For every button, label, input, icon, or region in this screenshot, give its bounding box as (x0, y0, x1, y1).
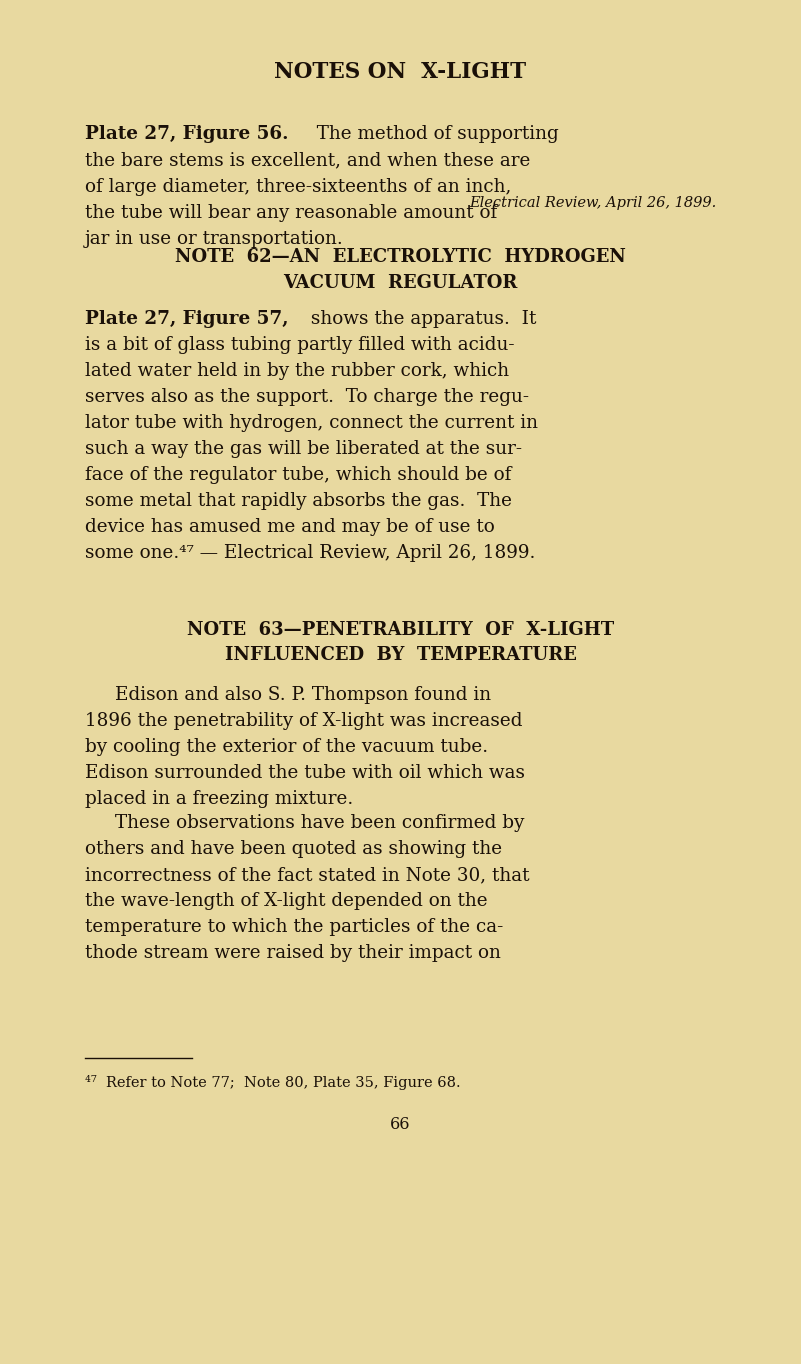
Text: These observations have been confirmed by: These observations have been confirmed b… (115, 814, 525, 832)
Text: serves also as the support.  To charge the regu-: serves also as the support. To charge th… (85, 387, 529, 405)
Text: temperature to which the particles of the ca-: temperature to which the particles of th… (85, 918, 503, 937)
Text: the bare stems is excellent, and when these are: the bare stems is excellent, and when th… (85, 151, 530, 169)
Text: NOTES ON  X-LIGHT: NOTES ON X-LIGHT (275, 61, 526, 83)
Text: jar in use or transportation.: jar in use or transportation. (85, 229, 344, 248)
Text: by cooling the exterior of the vacuum tube.: by cooling the exterior of the vacuum tu… (85, 738, 488, 756)
Text: the wave-length of X-light depended on the: the wave-length of X-light depended on t… (85, 892, 488, 910)
Text: device has amused me and may be of use to: device has amused me and may be of use t… (85, 518, 495, 536)
Text: Edison and also S. P. Thompson found in: Edison and also S. P. Thompson found in (115, 686, 492, 704)
Text: Plate 27, Figure 57,: Plate 27, Figure 57, (85, 310, 288, 327)
Text: face of the regulator tube, which should be of: face of the regulator tube, which should… (85, 466, 511, 484)
Text: shows the apparatus.  It: shows the apparatus. It (305, 310, 537, 327)
Text: Electrical Review, April 26, 1899.: Electrical Review, April 26, 1899. (469, 196, 716, 210)
Text: 66: 66 (390, 1116, 411, 1132)
Text: NOTE  62—AN  ELECTROLYTIC  HYDROGEN: NOTE 62—AN ELECTROLYTIC HYDROGEN (175, 248, 626, 266)
Text: VACUUM  REGULATOR: VACUUM REGULATOR (284, 274, 517, 292)
Text: lator tube with hydrogen, connect the current in: lator tube with hydrogen, connect the cu… (85, 413, 538, 432)
Text: such a way the gas will be liberated at the sur-: such a way the gas will be liberated at … (85, 439, 522, 458)
Text: some one.⁴⁷ — Electrical Review, April 26, 1899.: some one.⁴⁷ — Electrical Review, April 2… (85, 544, 535, 562)
Text: incorrectness of the fact stated in Note 30, that: incorrectness of the fact stated in Note… (85, 866, 529, 884)
Text: The method of supporting: The method of supporting (305, 125, 558, 143)
Text: Plate 27, Figure 56.: Plate 27, Figure 56. (85, 125, 288, 143)
Text: Edison surrounded the tube with oil which was: Edison surrounded the tube with oil whic… (85, 764, 525, 782)
Text: the tube will bear any reasonable amount of: the tube will bear any reasonable amount… (85, 203, 497, 221)
Text: is a bit of glass tubing partly filled with acidu-: is a bit of glass tubing partly filled w… (85, 336, 514, 353)
Text: placed in a freezing mixture.: placed in a freezing mixture. (85, 790, 353, 809)
Text: NOTE  63—PENETRABILITY  OF  X-LIGHT: NOTE 63—PENETRABILITY OF X-LIGHT (187, 621, 614, 638)
Text: of large diameter, three-sixteenths of an inch,: of large diameter, three-sixteenths of a… (85, 177, 511, 195)
Text: thode stream were raised by their impact on: thode stream were raised by their impact… (85, 944, 501, 963)
Text: some metal that rapidly absorbs the gas.  The: some metal that rapidly absorbs the gas.… (85, 492, 512, 510)
Text: 1896 the penetrability of X-light was increased: 1896 the penetrability of X-light was in… (85, 712, 522, 730)
Text: lated water held in by the rubber cork, which: lated water held in by the rubber cork, … (85, 361, 509, 379)
Text: INFLUENCED  BY  TEMPERATURE: INFLUENCED BY TEMPERATURE (224, 647, 577, 664)
Text: ⁴⁷  Refer to Note 77;  Note 80, Plate 35, Figure 68.: ⁴⁷ Refer to Note 77; Note 80, Plate 35, … (85, 1075, 461, 1090)
Text: others and have been quoted as showing the: others and have been quoted as showing t… (85, 840, 502, 858)
